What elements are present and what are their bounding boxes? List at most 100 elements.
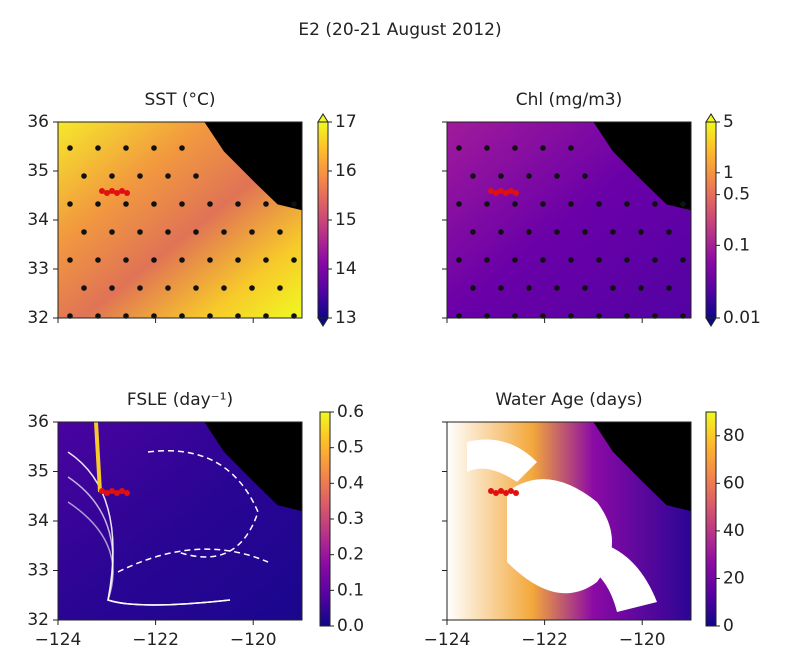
colorbar-extend xyxy=(705,113,717,123)
y-tick-label: 33 xyxy=(27,259,49,279)
station xyxy=(207,313,213,319)
station xyxy=(95,313,101,319)
colorbar-tick-label: 0.0 xyxy=(337,616,364,636)
colorbar-extend xyxy=(317,113,329,123)
station xyxy=(456,313,462,319)
station xyxy=(484,145,490,151)
colorbar-tick-label: 0.01 xyxy=(723,308,761,328)
cruise-point xyxy=(513,190,519,196)
station xyxy=(81,285,87,291)
station xyxy=(123,145,129,151)
cruise-point xyxy=(503,490,509,496)
station xyxy=(291,313,297,319)
station xyxy=(666,229,672,235)
fsle-contour xyxy=(147,450,259,558)
fsle-ridge xyxy=(94,421,102,493)
station xyxy=(498,173,504,179)
cruise-point xyxy=(99,188,105,194)
colorbar-tick-label: 0.1 xyxy=(723,235,750,255)
station xyxy=(165,229,171,235)
cruise-point xyxy=(99,488,105,494)
station xyxy=(680,313,686,319)
station xyxy=(470,173,476,179)
colorbar-tick-label: 5 xyxy=(723,112,734,132)
colorbar xyxy=(317,121,329,319)
station xyxy=(582,229,588,235)
cruise-point xyxy=(493,190,499,196)
colorbar-tick-label: 0.5 xyxy=(337,438,364,458)
station xyxy=(498,285,504,291)
land xyxy=(593,422,691,512)
station xyxy=(179,257,185,263)
station xyxy=(610,285,616,291)
panel-title: FSLE (day⁻¹) xyxy=(127,390,233,410)
station xyxy=(235,313,241,319)
station xyxy=(81,229,87,235)
figure-title: E2 (20-21 August 2012) xyxy=(298,20,501,40)
station xyxy=(277,285,283,291)
station xyxy=(652,257,658,263)
station xyxy=(207,201,213,207)
station xyxy=(540,145,546,151)
station xyxy=(512,313,518,319)
station xyxy=(291,201,297,207)
cruise-point xyxy=(114,490,120,496)
station xyxy=(221,285,227,291)
cruise-point xyxy=(503,190,509,196)
station xyxy=(526,229,532,235)
station xyxy=(109,285,115,291)
station xyxy=(235,257,241,263)
cruise-point xyxy=(124,490,130,496)
station xyxy=(67,257,73,263)
station xyxy=(554,173,560,179)
colorbar-tick-label: 13 xyxy=(335,308,357,328)
station xyxy=(95,201,101,207)
station xyxy=(568,201,574,207)
cruise-point xyxy=(508,488,514,494)
colorbar-tick-label: 0.5 xyxy=(723,185,750,205)
y-tick-label: 36 xyxy=(27,412,49,432)
x-tick-label: −120 xyxy=(230,630,277,650)
station xyxy=(540,257,546,263)
station xyxy=(151,145,157,151)
fsle-contour xyxy=(117,548,269,573)
cruise-point xyxy=(109,488,115,494)
colorbar-tick-label: 40 xyxy=(723,521,745,541)
colorbar-extend xyxy=(317,317,329,327)
station xyxy=(179,313,185,319)
colorbar-tick-label: 60 xyxy=(723,473,745,493)
cruise-point xyxy=(114,190,120,196)
station xyxy=(582,285,588,291)
y-tick-label: 36 xyxy=(27,112,49,132)
panel-title: Water Age (days) xyxy=(495,390,642,410)
station xyxy=(291,257,297,263)
cruise-point xyxy=(488,488,494,494)
colorbar xyxy=(705,121,717,319)
y-tick-label: 34 xyxy=(27,210,49,230)
colorbar-tick-label: 0.6 xyxy=(337,402,364,422)
station xyxy=(193,285,199,291)
station xyxy=(610,229,616,235)
colorbar-tick-label: 16 xyxy=(335,161,357,181)
station xyxy=(680,257,686,263)
station xyxy=(568,257,574,263)
age-patch xyxy=(577,542,657,612)
station xyxy=(526,285,532,291)
station xyxy=(123,313,129,319)
cruise-point xyxy=(124,190,130,196)
y-tick-label: 35 xyxy=(27,462,49,482)
station xyxy=(193,173,199,179)
station xyxy=(624,201,630,207)
colorbar-tick-label: 0.3 xyxy=(337,509,364,529)
x-tick-label: −124 xyxy=(424,630,471,650)
colorbar-tick-label: 0 xyxy=(723,616,734,636)
station xyxy=(596,201,602,207)
colorbar-tick-label: 0.1 xyxy=(337,580,364,600)
station xyxy=(638,285,644,291)
station xyxy=(263,257,269,263)
station xyxy=(624,257,630,263)
colorbar-tick-label: 20 xyxy=(723,568,745,588)
station xyxy=(151,201,157,207)
land xyxy=(204,122,302,211)
station xyxy=(67,145,73,151)
